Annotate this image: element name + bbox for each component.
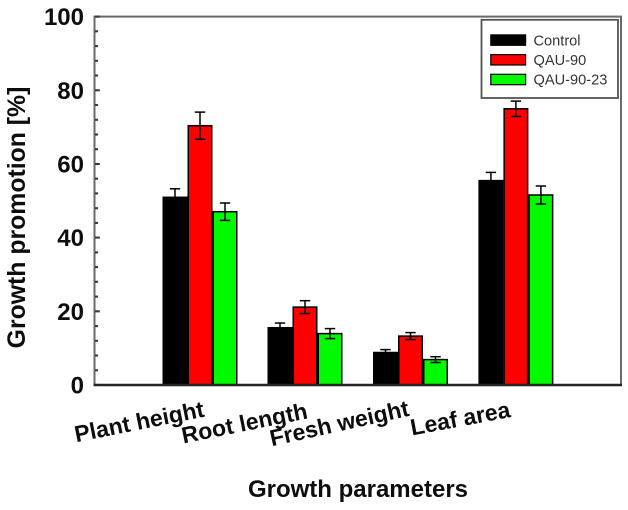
svg-text:100: 100 (44, 4, 84, 31)
svg-text:Control: Control (534, 33, 581, 49)
svg-text:Growth parameters: Growth parameters (248, 476, 468, 503)
svg-text:Growth promotion [%]: Growth promotion [%] (4, 87, 31, 349)
svg-text:40: 40 (57, 225, 84, 252)
svg-text:80: 80 (57, 78, 84, 105)
svg-text:QAU-90: QAU-90 (534, 53, 587, 69)
svg-text:QAU-90-23: QAU-90-23 (534, 73, 608, 89)
svg-text:0: 0 (71, 373, 84, 400)
svg-text:60: 60 (57, 152, 84, 179)
svg-text:20: 20 (57, 299, 84, 326)
